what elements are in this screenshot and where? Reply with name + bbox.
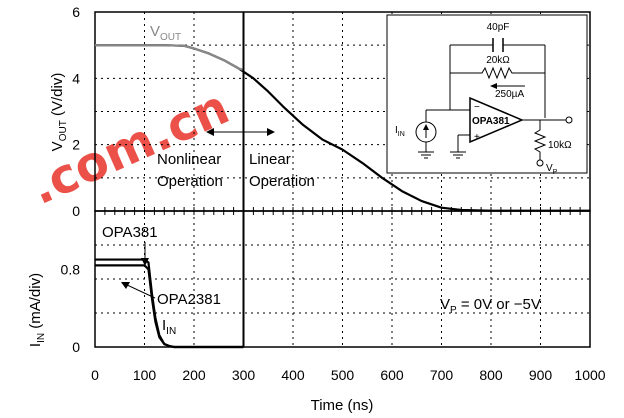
x-tick-label: 100	[133, 367, 157, 383]
bottom-panel: 00.8 0 100 200 300 400 500 600 700 800 900 1000 OP…	[27, 207, 606, 414]
arrow-right-head	[267, 128, 275, 136]
load-value: 10kΩ	[548, 140, 572, 151]
bias-current-value: 250µA	[495, 89, 524, 100]
x-tick-label: 500	[331, 367, 355, 383]
top-y-axis-label: VOUT (V/div)	[49, 73, 69, 152]
x-tick-label: 800	[479, 367, 503, 383]
feedback-resistor	[450, 66, 545, 80]
linear-label-line2: Operation	[249, 173, 315, 190]
iin-curve-label: IIN	[162, 317, 176, 337]
inset-iin-label: IIN	[395, 125, 405, 138]
x-tick-label: 1000	[574, 367, 605, 383]
x-tick-label: 300	[232, 367, 256, 383]
arrow-left-head	[206, 128, 214, 136]
inset-vp-label: VP	[546, 163, 558, 176]
top-y-tick-label: 4	[72, 70, 80, 86]
bottom-grid	[94, 207, 591, 347]
nonlinear-label-line2: Operation	[157, 173, 223, 190]
top-y-tick-label: 2	[72, 137, 80, 153]
x-axis-label: Time (ns)	[311, 397, 374, 414]
vout-nonlinear-curve	[95, 44, 244, 72]
opa381-pointer-head	[141, 258, 149, 266]
x-tick-label: 700	[430, 367, 454, 383]
top-y-tick-labels: 0 2 4 6	[72, 4, 80, 219]
x-tick-labels: 0 100 200 300 400 500 600 700 800 900 1000	[91, 367, 606, 383]
output-terminal	[565, 116, 573, 124]
operation-arrows	[206, 128, 275, 136]
x-tick-label: 900	[529, 367, 553, 383]
bottom-y-axis-label: IIN (mA/div)	[27, 273, 47, 347]
x-tick-label: 400	[281, 367, 305, 383]
top-y-tick-label: 6	[72, 4, 80, 20]
opamp-minus: −	[474, 102, 480, 113]
top-series	[95, 44, 590, 212]
resistor-value: 20kΩ	[486, 55, 510, 66]
bottom-y-tick-label: 0	[72, 339, 80, 355]
opa2381-pointer-head	[121, 282, 130, 289]
opa2381-iin-curve	[95, 264, 244, 349]
inset-frame	[386, 14, 588, 174]
top-y-tick-label: 0	[72, 203, 80, 219]
load-resistor	[533, 120, 547, 160]
vout-series-label: VOUT	[150, 23, 181, 43]
linear-label-line1: Linear	[249, 151, 291, 168]
opa2381-pointer	[124, 283, 156, 299]
bottom-y-tick-labels: 00.8	[61, 261, 81, 355]
x-tick-label: 600	[380, 367, 404, 383]
x-tick-label: 0	[91, 367, 99, 383]
opamp-name: OPA381	[472, 116, 510, 127]
opamp-symbol	[469, 96, 524, 144]
nonlinear-label-line1: Nonlinear	[157, 151, 221, 168]
x-tick-label: 200	[182, 367, 206, 383]
circuit-inset: 40pF 20kΩ 250µA OPA381 − +	[386, 14, 588, 176]
capacitor-value: 40pF	[487, 22, 510, 33]
opa381-label: OPA381	[102, 224, 158, 241]
top-panel: 0 2 4 6 VOUT Nonlinear Operation Linear Ope…	[49, 4, 591, 347]
vp-condition-label: VP = 0V or −5V	[440, 296, 541, 316]
top-grid	[95, 12, 590, 211]
bottom-y-tick-label: 0.8	[61, 261, 81, 277]
opa2381-label: OPA2381	[157, 291, 221, 308]
opamp-plus: +	[474, 132, 480, 143]
